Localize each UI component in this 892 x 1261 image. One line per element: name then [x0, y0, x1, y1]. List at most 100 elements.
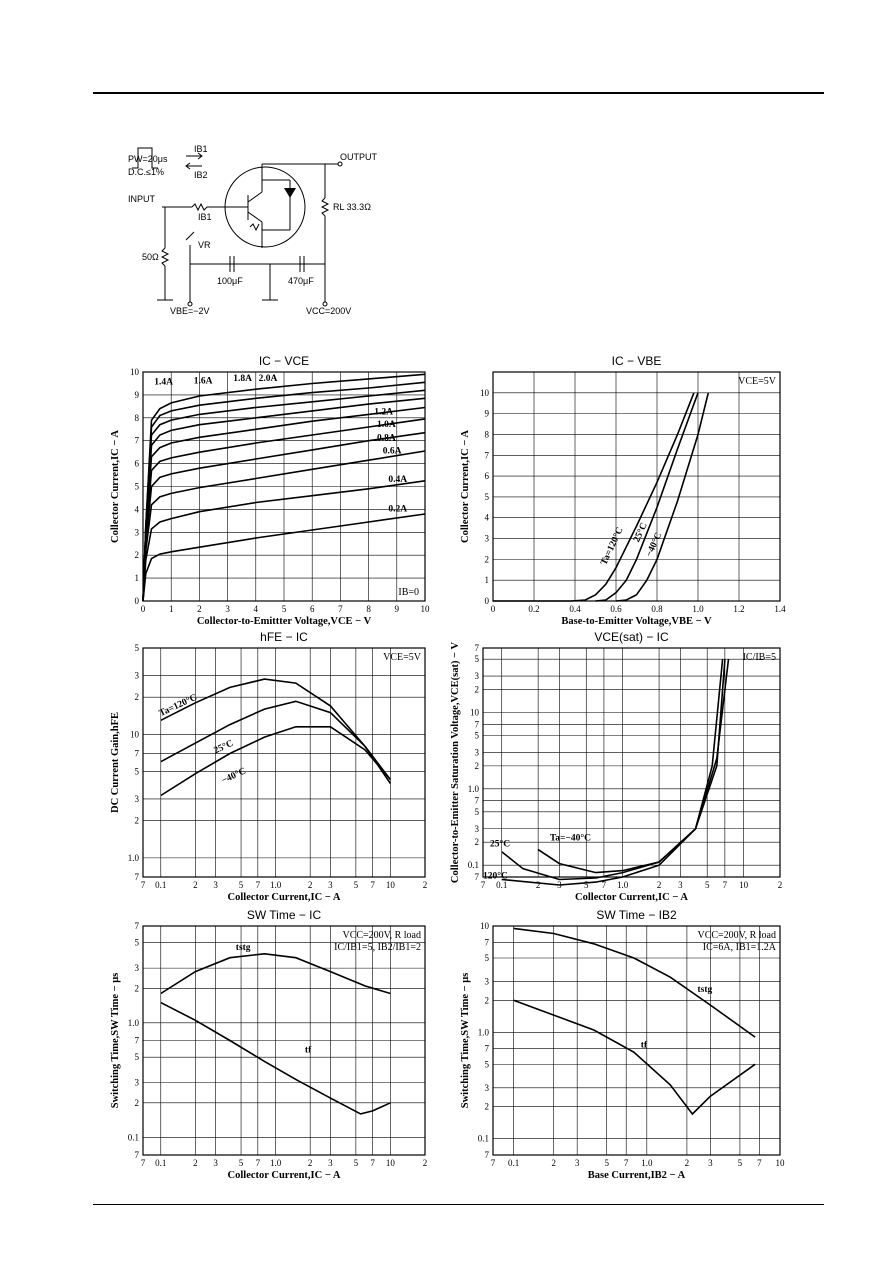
y-tick-label: 1.0 — [128, 853, 140, 863]
chart-annotation: IC/IB=5 — [743, 652, 776, 663]
y-tick-label: 2 — [135, 550, 140, 560]
x-tick-label: 5 — [584, 880, 589, 890]
y-tick-label: 4 — [135, 504, 140, 514]
x-tick-label: 7 — [491, 1158, 496, 1168]
x-tick-label: 0.1 — [496, 880, 507, 890]
x-tick-label: 4 — [254, 604, 259, 614]
x-tick-label: 0.1 — [155, 1158, 166, 1168]
x-axis-label: Collector Current,IC − A — [228, 892, 341, 903]
x-tick-label: 1.0 — [692, 604, 704, 614]
y-tick-label: 2 — [475, 761, 480, 771]
y-tick-label: 5 — [135, 643, 140, 653]
x-tick-label: 1.4 — [774, 604, 786, 614]
series-label: 120°C — [483, 870, 508, 881]
grid — [142, 925, 426, 1156]
pulse-waveform — [132, 147, 158, 169]
grid — [492, 372, 781, 602]
y-tick-label: 3 — [475, 824, 480, 834]
rl-label: RL 33.3Ω — [333, 202, 371, 212]
series-line — [615, 392, 710, 602]
header-rule — [93, 92, 824, 94]
y-tick-label: 4 — [485, 513, 490, 523]
chart-annotation: IB=0 — [398, 587, 419, 598]
series-label: Ta=−40°C — [550, 833, 591, 844]
y-tick-label: 1 — [485, 575, 490, 585]
series-label: Ta=120°C — [598, 525, 625, 567]
x-tick-label: 7 — [141, 880, 146, 890]
series-line — [142, 480, 426, 602]
series-label: 25°C — [490, 839, 510, 850]
chart-title: VCE(sat) − IC — [594, 630, 669, 644]
y-tick-label: 2 — [485, 1102, 490, 1112]
x-tick-label: 1.0 — [617, 880, 629, 890]
y-tick-label: 10 — [470, 708, 480, 718]
x-tick-label: 0.1 — [155, 880, 166, 890]
y-tick-label: 3 — [135, 963, 140, 973]
y-tick-label: 2 — [485, 995, 490, 1005]
y-tick-label: 0 — [485, 596, 490, 606]
x-tick-label: 0.6 — [610, 604, 622, 614]
grid — [482, 647, 781, 878]
chart-annotation: VCE=5V — [383, 652, 422, 663]
y-tick-label: 2 — [135, 816, 140, 826]
x-tick-label: 0 — [141, 604, 146, 614]
y-tick-label: 1.0 — [478, 1027, 490, 1037]
plot-frame — [142, 647, 426, 878]
x-tick-label: 8 — [366, 604, 371, 614]
x-tick-label: 1.0 — [270, 880, 282, 890]
y-tick-label: 3 — [485, 534, 490, 544]
chart-swtime-ic: SW Time − IC 7 0.1 2 3 5 7 1.0 2 3 5 7 10 2 7 0.1 2 3 5 7 1.… — [105, 906, 435, 1181]
y-tick-label: 2 — [485, 554, 490, 564]
x-tick-label: 3 — [225, 604, 230, 614]
y-tick-label: 1 — [135, 573, 140, 583]
series-line — [501, 659, 724, 886]
shunt-resistor — [160, 247, 170, 267]
x-tick-label: 0.4 — [569, 604, 581, 614]
x-tick-label: 10 — [739, 880, 749, 890]
y-tick-label: 7 — [135, 436, 140, 446]
y-tick-label: 5 — [135, 1052, 140, 1062]
x-tick-label: 5 — [282, 604, 287, 614]
y-tick-label: 9 — [485, 409, 490, 419]
x-tick-label: 5 — [354, 1158, 359, 1168]
x-tick-label: 2 — [308, 880, 313, 890]
y-tick-label: 3 — [135, 670, 140, 680]
y-tick-label: 10 — [130, 729, 140, 739]
chart-vcesat-ic: VCE(sat) − IC 7 0.1 2 3 5 7 1.0 2 3 5 7 10 2 7 0.1 2 3 5 7 1… — [445, 628, 790, 903]
x-axis-label: Collector Current,IC − A — [228, 1170, 341, 1181]
x-tick-label: 9 — [395, 604, 400, 614]
x-tick-label: 7 — [624, 1158, 629, 1168]
chart-swtime-ib2: SW Time − IB2 7 0.1 2 3 5 7 1.0 2 3 5 7 10 7 0.1 2 3 5 7 1.… — [455, 906, 790, 1181]
y-tick-label: 5 — [475, 654, 480, 664]
y-tick-label: 7 — [135, 872, 140, 882]
x-tick-label: 1.0 — [270, 1158, 282, 1168]
transistor-circle — [224, 166, 306, 248]
chart-annotation: VCE=5V — [738, 376, 777, 387]
y-tick-label: 6 — [135, 459, 140, 469]
y-tick-label: 2 — [135, 692, 140, 702]
y-tick-label: 0.1 — [478, 1134, 489, 1144]
x-tick-label: 7 — [256, 1158, 261, 1168]
y-tick-label: 10 — [130, 367, 140, 377]
test-circuit: PW=20μs D.C.≤1% IB1 IB2 INPUT IB1 OUTPUT… — [128, 144, 378, 316]
chart-title: SW Time − IB2 — [596, 908, 677, 922]
x-tick-label: 3 — [328, 1158, 333, 1168]
chart-annotation: VCC=200V, R load — [697, 930, 776, 941]
series-label: 1.0A — [377, 420, 396, 430]
x-tick-label: 3 — [575, 1158, 580, 1168]
series-label: Ta=120°C — [157, 692, 199, 719]
y-axis-label: Collector Current,IC − A — [110, 430, 121, 543]
y-axis-label: Switching Time,SW Time − μs — [460, 973, 471, 1109]
load-resistor — [320, 197, 330, 217]
series-line — [160, 700, 392, 781]
x-tick-label: 5 — [239, 1158, 244, 1168]
y-tick-label: 5 — [485, 953, 490, 963]
x-tick-label: 7 — [481, 880, 486, 890]
chart-title: IC − VCE — [259, 354, 309, 368]
series-line — [160, 952, 391, 995]
series-label: 0.4A — [388, 475, 407, 485]
y-tick-label: 3 — [135, 794, 140, 804]
x-tick-label: 5 — [604, 1158, 609, 1168]
series-label: tstg — [697, 985, 712, 995]
x-tick-label: 5 — [705, 880, 710, 890]
